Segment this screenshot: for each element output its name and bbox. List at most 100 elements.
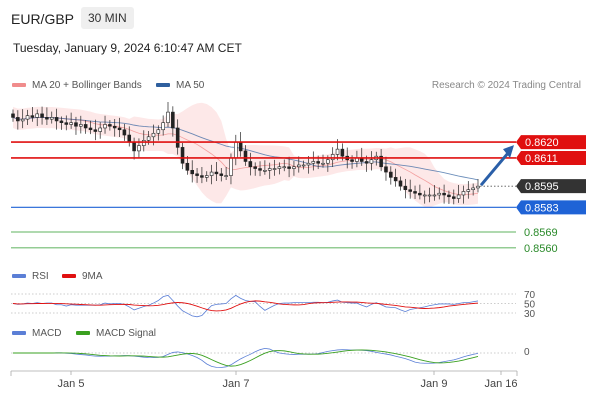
candle [418, 184, 422, 200]
candle [171, 106, 175, 137]
candle-body-down [398, 180, 403, 187]
candle-body-down [180, 147, 185, 164]
candle-body-up [296, 164, 301, 168]
candle-body-up [326, 159, 330, 164]
legend-rsi: RSI [12, 271, 49, 282]
candle-body-down [243, 150, 248, 162]
candle-body-down [219, 173, 224, 176]
candle [422, 190, 427, 204]
candle-body-up [20, 118, 25, 122]
candle-body-up [146, 136, 151, 141]
candle-body-up [204, 175, 209, 178]
arrow-head [503, 145, 514, 159]
candle-body-up [277, 166, 282, 169]
bollinger-swatch-icon [12, 83, 26, 88]
candle-body-down [117, 127, 122, 131]
candle [330, 147, 335, 167]
candle [93, 119, 98, 141]
candle-body-down [30, 115, 35, 118]
candle [83, 120, 88, 134]
candle-body-down [238, 141, 243, 152]
candle [79, 115, 83, 134]
candle [117, 117, 122, 137]
level-label: 0.8560 [524, 243, 558, 255]
candle [432, 184, 437, 201]
candle-body-down [171, 111, 175, 129]
candle-body-down [185, 162, 190, 171]
candle-body-down [350, 159, 354, 162]
candle [287, 156, 291, 178]
macd-swatch-icon [12, 331, 26, 336]
candle-body-up [98, 127, 102, 132]
candle-body-down [364, 161, 369, 164]
candle [427, 187, 432, 203]
instrument-label: EUR/GBP [11, 11, 75, 27]
macd-zero-label: 0 [524, 347, 530, 358]
rsi-line [12, 294, 479, 318]
candle-body-up [311, 161, 316, 164]
candle-body-down [190, 170, 195, 175]
candle-body-down [11, 113, 15, 118]
candle-body-down [112, 125, 117, 129]
candle-body-up [137, 145, 141, 152]
level-label: 0.8611 [525, 153, 558, 165]
candle-body-down [132, 141, 136, 152]
candle-body-up [330, 154, 335, 161]
legend-macd-signal: MACD Signal [76, 328, 156, 339]
candle [74, 116, 78, 135]
legend-ma50: MA 50 [156, 80, 204, 91]
candle [209, 164, 214, 185]
x-tick-label: Jan 9 [421, 378, 448, 390]
candle-body-down [413, 191, 417, 194]
candle [122, 123, 127, 141]
candle [393, 168, 398, 187]
candle-body-up [69, 122, 73, 125]
candle [461, 185, 466, 204]
candle-body-down [340, 148, 345, 157]
candle [311, 151, 316, 171]
candle-body-up [306, 162, 311, 166]
level-tag [516, 135, 586, 150]
candle [185, 156, 190, 175]
macd-line [13, 347, 479, 368]
candle-body-down [258, 168, 262, 171]
candle-body-down [451, 196, 456, 199]
candle-body-down [384, 166, 388, 173]
candle-body-down [447, 194, 451, 198]
candle [49, 111, 54, 124]
candle-body-down [316, 161, 320, 164]
candle [112, 118, 117, 137]
candle [214, 162, 219, 182]
candle [321, 154, 325, 168]
candle [16, 110, 20, 130]
candle-body-up [461, 191, 466, 196]
candle [282, 159, 287, 172]
candle-body-up [161, 122, 165, 131]
candle [20, 109, 25, 129]
candle-body-down [214, 171, 219, 175]
timeframe-badge[interactable]: 30 MIN [81, 7, 134, 29]
x-tick-label: Jan 5 [58, 378, 85, 390]
candle [88, 120, 93, 135]
chart-header: EUR/GBP 30 MIN [0, 0, 590, 36]
legend-macd: MACD [12, 328, 61, 339]
candle-body-up [141, 140, 146, 146]
candle [64, 115, 69, 131]
candle [258, 161, 262, 177]
candle [398, 176, 403, 191]
candle-body-up [456, 194, 461, 199]
macd-signal-swatch-icon [76, 331, 90, 336]
candle [54, 108, 59, 130]
legend-bollinger: MA 20 + Bollinger Bands [12, 80, 142, 91]
level-label: 0.8583 [525, 202, 559, 214]
macd-signal-line [13, 349, 479, 367]
candle [224, 166, 228, 180]
rsi-ma-swatch-icon [62, 274, 76, 279]
candle [190, 160, 195, 183]
level-resistance: 0.8611 [11, 150, 586, 165]
level-label: 0.8595 [525, 181, 559, 193]
candle-body-up [437, 192, 442, 196]
candle-body-up [272, 168, 277, 170]
candle-body-up [25, 115, 30, 120]
